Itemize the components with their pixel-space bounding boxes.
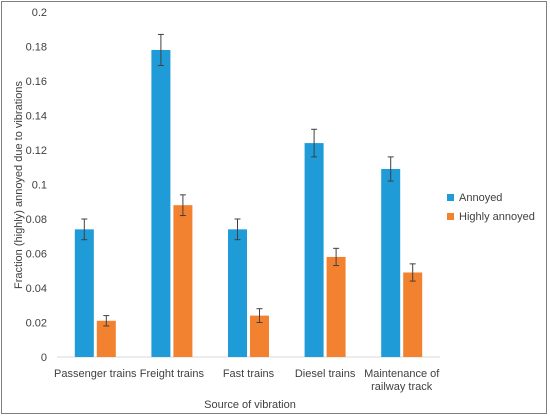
x-tick-label: Fast trains: [223, 368, 275, 380]
bar-highly-annoyed: [326, 256, 346, 357]
x-tick-label: Freight trains: [140, 368, 205, 380]
error-bars: [81, 33, 416, 327]
bar-annoyed: [74, 229, 94, 357]
y-tick-label: 0.14: [26, 111, 47, 123]
x-tick-label: Diesel trains: [295, 368, 356, 380]
y-tick-label: 0.02: [26, 318, 47, 330]
y-tick-label: 0.16: [26, 76, 47, 88]
legend-label: Highly annoyed: [459, 211, 535, 223]
bar-highly-annoyed: [403, 272, 423, 357]
bar-annoyed: [304, 143, 324, 357]
legend: Annoyed Highly annoyed: [447, 192, 535, 223]
x-axis-tick-labels: Passenger trains Freight trains Fast train…: [54, 368, 440, 393]
y-axis-title: Fraction (highly) annoyed due to vibrati…: [13, 81, 25, 289]
y-axis-tick-labels: 0 0.02 0.04 0.06 0.08 0.1 0.12 0.14 0.16 0.18 0.2: [26, 7, 47, 364]
x-tick-label: railway track: [371, 381, 433, 393]
y-tick-label: 0.08: [26, 214, 47, 226]
bar-annoyed: [151, 49, 171, 357]
x-tick-label: Passenger trains: [54, 368, 137, 380]
y-tick-label: 0.2: [32, 7, 47, 19]
y-tick-label: 0.18: [26, 42, 47, 54]
bar-annoyed: [228, 229, 247, 357]
y-tick-label: 0: [41, 352, 47, 364]
legend-label: Annoyed: [459, 192, 502, 204]
bars: [74, 49, 423, 357]
y-tick-label: 0.12: [26, 145, 47, 157]
x-tick-label: Maintenance of: [364, 368, 440, 380]
y-tick-label: 0.1: [32, 180, 47, 192]
x-axis-title: Source of vibration: [204, 399, 296, 411]
bar-annoyed: [381, 168, 401, 357]
bar-highly-annoyed: [173, 205, 193, 357]
bar-highly-annoyed: [250, 315, 269, 357]
y-tick-label: 0.04: [26, 283, 47, 295]
bar-highly-annoyed: [96, 320, 116, 357]
y-tick-label: 0.06: [26, 249, 47, 261]
legend-swatch: [447, 213, 454, 220]
legend-swatch: [447, 194, 454, 201]
